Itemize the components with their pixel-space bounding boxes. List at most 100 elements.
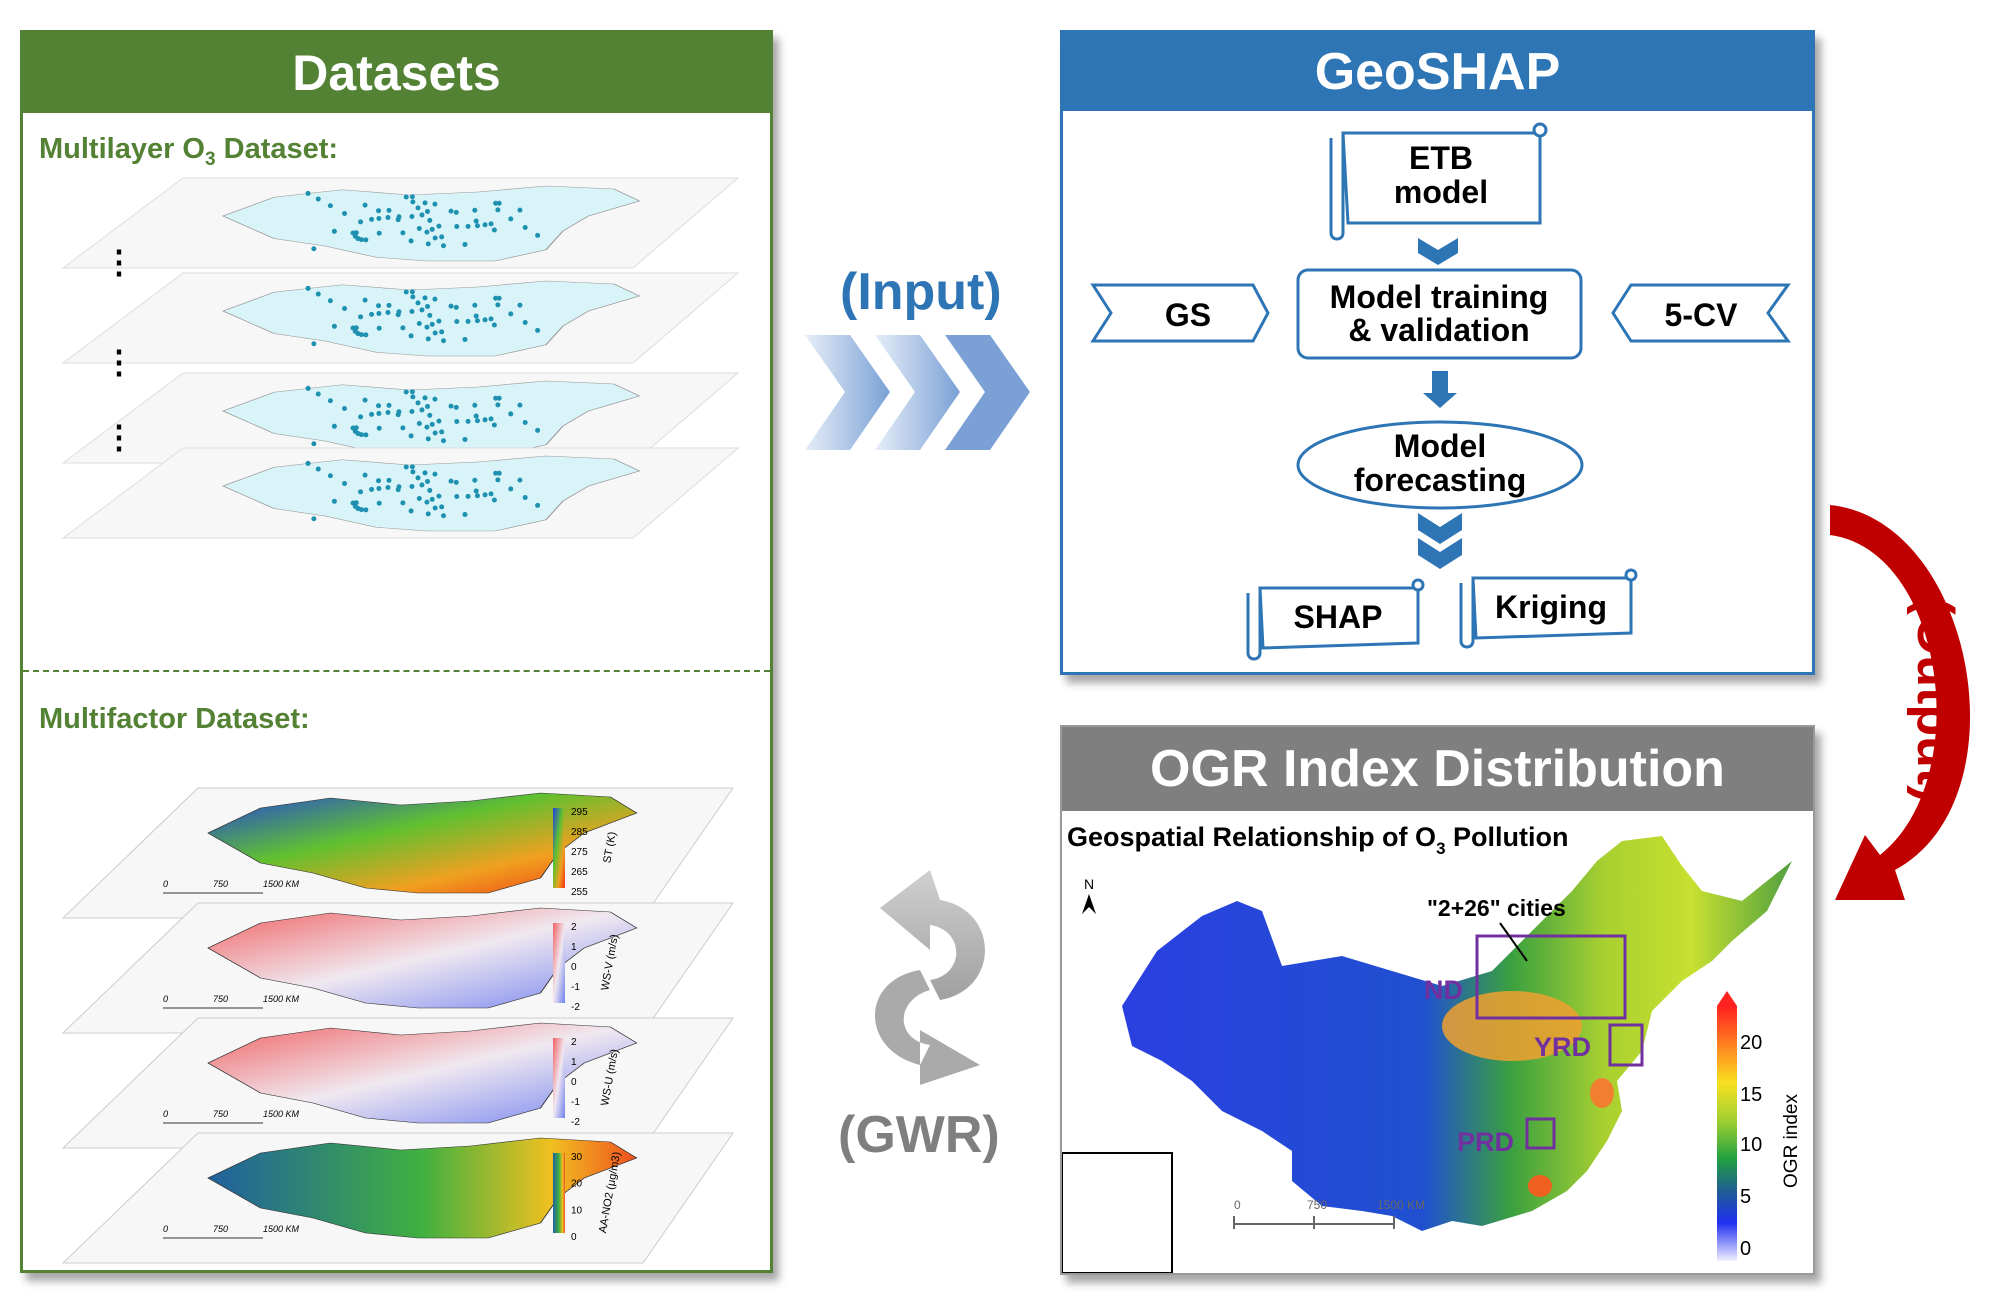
nd-box (1475, 934, 1627, 1020)
scale-label: 0 (163, 1224, 168, 1234)
colorbar-tick: -1 (571, 1097, 580, 1108)
o3-layer-3: ⋮ (61, 344, 740, 464)
colorbar-tick: 30 (571, 1152, 583, 1163)
model-forecasting-ellipse: Model forecasting (1296, 420, 1584, 510)
svg-text:OGR index: OGR index (1781, 1094, 1802, 1188)
svg-text:Model training: Model training (1330, 279, 1549, 315)
datasets-panel: Datasets Multilayer O3 Dataset: Multifac… (20, 30, 773, 1273)
colorbar-tick: 20 (571, 1179, 583, 1190)
scale-label: 0 (163, 1109, 168, 1119)
arrow-down-icon (1423, 371, 1457, 408)
svg-text:5: 5 (1740, 1186, 1751, 1208)
ellipsis-dots: ⋮ (103, 244, 135, 280)
svg-text:Kriging: Kriging (1495, 589, 1607, 625)
factor-layer-3: 210-1-2WS-U (m/s)0 750 1500 KM (61, 1017, 734, 1149)
kriging-scroll: Kriging (1459, 568, 1638, 649)
colorbar-tick: 265 (571, 867, 588, 878)
colorbar-tick: 0 (571, 1232, 577, 1243)
ogr-header: OGR Index Distribution (1062, 727, 1813, 811)
scale-label: 1500 KM (263, 994, 300, 1004)
colorbar-tick: 295 (571, 807, 588, 818)
o3-layer-4: ⋮ (61, 419, 740, 539)
north-label: N (1084, 876, 1094, 892)
colorbar-tick: 275 (571, 847, 588, 858)
output-curved-arrow-icon (1830, 505, 1971, 900)
ellipsis-dots: ⋮ (103, 419, 135, 455)
region-yrd: YRD (1534, 1032, 1591, 1062)
ogr-panel: OGR Index Distribution Geospatial Relati… (1060, 725, 1815, 1275)
svg-text:ETB: ETB (1409, 140, 1473, 176)
colorbar-tick: -2 (571, 1002, 580, 1013)
gwr-label: (GWR) (838, 1106, 1000, 1164)
scale-label: 1500 KM (263, 1109, 300, 1119)
o3-layer-2: ⋮ (61, 244, 740, 364)
ogr-colorbar: 20 15 10 5 0 OGR index (1717, 991, 1802, 1261)
svg-text:Model: Model (1394, 428, 1486, 464)
scale-label: 750 (213, 994, 228, 1004)
geoshap-title: GeoSHAP (1314, 43, 1561, 101)
ellipsis-dots: ⋮ (103, 344, 135, 380)
scale-label: 0 (163, 994, 168, 1004)
factor-layer-2: 210-1-2WS-V (m/s)0 750 1500 KM (61, 902, 734, 1034)
geoshap-header: GeoSHAP (1063, 33, 1812, 111)
scale-label: 750 (213, 1224, 228, 1234)
model-training-box: Model training & validation (1296, 268, 1583, 360)
scale-label: 1500 KM (263, 879, 300, 889)
input-label: (Input) (840, 263, 1002, 321)
cities-label: "2+26" cities (1427, 895, 1566, 921)
input-chevrons-icon (805, 335, 1030, 450)
colorbar-tick: 2 (571, 1037, 577, 1048)
scale-label: 750 (213, 1109, 228, 1119)
svg-text:5-CV: 5-CV (1665, 297, 1739, 333)
variable-label: ST (K) (601, 831, 618, 864)
svg-text:1500 KM: 1500 KM (1377, 1198, 1425, 1212)
datasets-title: Datasets (292, 45, 501, 101)
double-chevron-down-icon (1418, 513, 1462, 569)
scale-label: 1500 KM (263, 1224, 300, 1234)
colorbar-tick: 285 (571, 827, 588, 838)
multifactor-dataset-label: Multifactor Dataset: (39, 703, 310, 735)
svg-text:SHAP: SHAP (1294, 599, 1383, 635)
ogr-title: OGR Index Distribution (1150, 740, 1725, 798)
datasets-header: Datasets (23, 33, 770, 113)
svg-text:forecasting: forecasting (1354, 462, 1526, 498)
svg-text:10: 10 (1740, 1134, 1762, 1156)
gs-input-arrow: GS (1090, 283, 1270, 343)
geoshap-flowchart: ETB model GS Model training & validation… (1090, 122, 1791, 661)
colorbar-tick: 2 (571, 922, 577, 933)
svg-text:model: model (1394, 174, 1488, 210)
map-title: Geospatial Relationship of O3 Pollution (1067, 822, 1569, 858)
output-label: (Output) (1906, 597, 1964, 803)
etb-model-scroll: ETB model (1329, 122, 1548, 241)
scale-label: 750 (213, 879, 228, 889)
divider-line (23, 670, 770, 672)
colorbar-tick: -2 (571, 1117, 580, 1128)
svg-text:750: 750 (1307, 1198, 1327, 1212)
svg-text:15: 15 (1740, 1084, 1762, 1106)
north-arrow-icon (1082, 894, 1096, 914)
colorbar-tick: 1 (571, 1057, 577, 1068)
svg-text:& validation: & validation (1348, 312, 1529, 348)
colorbar-tick: 0 (571, 962, 577, 973)
geoshap-panel: GeoSHAP ETB model GS Model training & va… (1060, 30, 1815, 675)
ogr-map: Geospatial Relationship of O3 Pollution … (1062, 822, 1802, 1273)
colorbar-tick: 255 (571, 887, 588, 898)
svg-text:0: 0 (1740, 1238, 1751, 1260)
svg-text:GS: GS (1165, 297, 1211, 333)
colorbar-tick: 10 (571, 1205, 583, 1216)
south-china-sea-inset (1062, 1152, 1173, 1273)
region-prd: PRD (1457, 1127, 1514, 1157)
o3-layer-1 (61, 177, 740, 269)
scale-label: 0 (163, 879, 168, 889)
gwr-cycle-arrows-icon (875, 870, 985, 1085)
factor-layer-1: 295 285 275 265 255 ST (K) 0 750 1500 KM (61, 787, 734, 919)
shap-scroll: SHAP (1246, 578, 1425, 661)
scale-bar: 0 750 1500 KM (1233, 1198, 1425, 1229)
colorbar-tick: -1 (571, 982, 580, 993)
colorbar-tick: 0 (571, 1077, 577, 1088)
chevron-down-icon (1418, 238, 1458, 265)
cv-input-arrow: 5-CV (1611, 283, 1791, 343)
svg-text:0: 0 (1234, 1198, 1241, 1212)
